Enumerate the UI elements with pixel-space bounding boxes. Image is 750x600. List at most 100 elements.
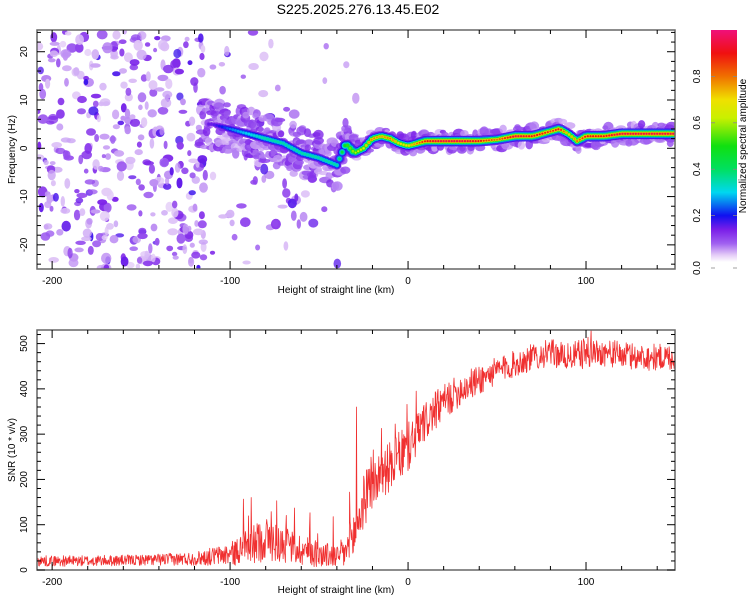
ridge-cell	[578, 138, 581, 141]
ridge-cell	[517, 135, 520, 138]
x-tick-label: 100	[578, 276, 595, 287]
ridge-cell	[303, 152, 307, 156]
snr-axes-frame	[36, 329, 676, 571]
y-tick-label: 0	[19, 145, 30, 151]
spectrogram-cell	[81, 236, 92, 242]
spectrogram-cell	[105, 153, 111, 160]
spectrogram-cell	[224, 45, 230, 57]
ridge-cell	[362, 147, 365, 150]
spectrogram-cell	[196, 264, 201, 269]
ridge-cell	[423, 140, 427, 143]
spectrogram-cell	[50, 180, 56, 187]
ridge-cell	[613, 133, 616, 136]
spectrogram-cell	[120, 81, 128, 89]
spectrogram-cell	[137, 134, 145, 141]
spectrogram-cell	[78, 154, 84, 165]
spectrogram-cell	[43, 223, 53, 230]
spectrogram-cell	[77, 95, 87, 104]
ridge-cell	[608, 134, 611, 137]
ridge-cell	[218, 124, 221, 128]
spectrogram-cell	[66, 138, 76, 144]
spectrogram-cell	[170, 60, 178, 69]
spectrogram-cell	[178, 109, 188, 114]
ridge-cell	[495, 138, 499, 141]
spectrogram-cell	[282, 178, 287, 189]
spectrogram-cell	[56, 229, 64, 236]
ridge-cell	[485, 139, 488, 142]
spectrogram-cell	[199, 52, 205, 61]
spectrogram-cell	[321, 206, 328, 213]
ridge-cell	[295, 149, 299, 153]
spectrogram-cell	[188, 158, 199, 164]
ridge-cell	[455, 140, 459, 143]
ridge-cell	[335, 163, 339, 167]
spectrogram-cell	[188, 116, 196, 126]
ridge-cell	[220, 125, 224, 129]
spectrogram-cell	[129, 118, 141, 127]
spectrogram-cell	[73, 67, 80, 76]
ridge-halo-cell	[558, 118, 568, 125]
spectrogram-cell	[197, 67, 206, 78]
spectrogram-cell	[172, 255, 179, 260]
ridge-cell	[506, 136, 509, 139]
ridge-cell	[426, 140, 429, 143]
ridge-cell	[592, 135, 595, 138]
ridge-cell	[258, 135, 261, 139]
ridge-halo-cell	[278, 130, 285, 138]
spectrogram-cell	[128, 78, 137, 84]
ridge-cell	[648, 132, 651, 135]
ridge-cell	[447, 140, 451, 143]
snr-y-axis-title: SNR (10 * v/v)	[7, 418, 18, 482]
colorbar-ticks: 0.0 0.2 0.4 0.6 0.8	[692, 69, 737, 275]
spectrogram-cell	[135, 263, 141, 269]
spectrogram-cell	[39, 88, 47, 100]
ridge-cell	[322, 158, 325, 162]
ridge-cell	[242, 131, 245, 135]
spectrogram-cell	[52, 192, 59, 202]
ridge-cell	[658, 132, 662, 135]
spectrogram-cell	[186, 132, 196, 142]
ridge-cell	[453, 140, 456, 143]
snr-y-ticks: 0 100 200 300 400 500	[19, 334, 675, 573]
ridge-halo-cell	[324, 150, 332, 157]
spectrogram-cell	[287, 198, 297, 209]
ridge-cell	[634, 132, 637, 135]
y-tick-label: 20	[19, 46, 30, 58]
ridge-halo-cell	[289, 120, 297, 129]
spectrogram-cell	[110, 135, 116, 144]
x-tick-label: 100	[578, 577, 595, 588]
spectrogram-cell	[140, 117, 148, 128]
colorbar-tick-label: 0.6	[692, 115, 703, 129]
spectrogram-cell	[209, 171, 217, 181]
spectrogram-cell	[125, 156, 136, 165]
spectrogram-cell	[174, 68, 184, 75]
spectrogram-cell	[128, 175, 137, 180]
spectrogram-cell	[199, 182, 208, 193]
spectrogram-cell	[171, 251, 178, 257]
spectrogram-cell	[124, 93, 133, 102]
ridge-cell	[544, 131, 547, 134]
ridge-cell	[268, 138, 272, 142]
spectrogram-cell	[167, 228, 179, 236]
ridge-cell	[434, 140, 437, 143]
ridge-cell	[418, 141, 421, 144]
ridge-halo-cell	[255, 126, 264, 132]
ridge-halo-cell	[666, 139, 674, 147]
ridge-cell	[399, 142, 402, 145]
spectrogram-cell	[198, 33, 204, 43]
spectrogram-cell	[195, 124, 202, 131]
spectrogram-cell	[56, 109, 65, 119]
spectrogram-cell	[149, 88, 158, 97]
spectrogram-cell	[323, 43, 329, 50]
spectrogram-ridge	[195, 97, 675, 193]
spectrogram-cell	[120, 115, 126, 121]
spectrogram-cell	[64, 77, 69, 87]
ridge-cell	[330, 161, 333, 165]
ridge-halo-cell	[204, 137, 213, 146]
ridge-cell	[520, 135, 523, 138]
spectrogram-cell	[96, 30, 108, 40]
spectrogram-cell	[48, 257, 59, 263]
ridge-cell	[383, 136, 386, 139]
spectrogram-cell	[102, 145, 111, 150]
ridge-halo-cell	[313, 129, 324, 140]
